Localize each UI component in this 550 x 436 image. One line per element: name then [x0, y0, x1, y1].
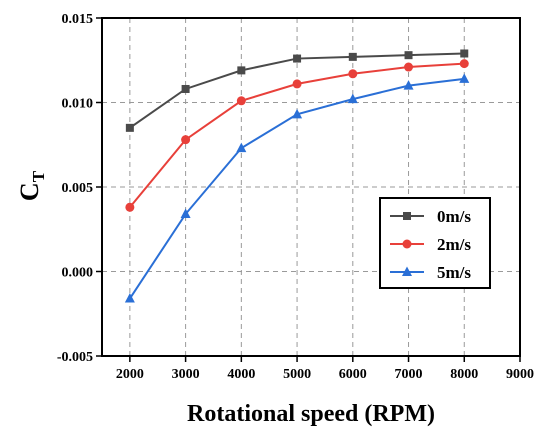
- y-axis-title: CT: [15, 170, 48, 201]
- y-tick-label: 0.010: [62, 97, 94, 112]
- series-5m/s: [124, 73, 470, 303]
- data-point: [403, 80, 414, 90]
- data-point: [180, 208, 191, 219]
- data-point: [181, 84, 190, 93]
- y-tick-label: 0.015: [62, 12, 94, 27]
- legend-item: 5m/s: [390, 263, 471, 282]
- data-point: [348, 52, 357, 61]
- x-tick-label: 2000: [116, 367, 144, 382]
- y-tick-label: -0.005: [57, 350, 93, 365]
- data-point: [237, 66, 246, 75]
- grid-lines: [102, 18, 520, 356]
- data-point: [292, 108, 303, 119]
- legend-label: 5m/s: [437, 263, 471, 282]
- data-point: [460, 49, 469, 58]
- data-point: [292, 79, 302, 89]
- legend-swatch-marker: [403, 212, 411, 220]
- series-2m/s: [125, 59, 469, 212]
- x-tick-label: 9000: [506, 367, 534, 382]
- data-point: [124, 293, 135, 303]
- data-point: [293, 54, 302, 63]
- data-point: [404, 62, 414, 72]
- legend-label: 2m/s: [437, 235, 471, 254]
- axis-ticks: 2000 3000 4000 5000 6000 7000 8000 9000 -0.005 0.…: [57, 12, 534, 382]
- data-point: [125, 202, 135, 212]
- legend-swatch-marker: [402, 266, 412, 276]
- x-tick-label: 5000: [283, 367, 311, 382]
- legend-item: 2m/s: [390, 235, 471, 254]
- y-axis-title-sub: T: [29, 170, 48, 182]
- x-tick-label: 7000: [395, 367, 423, 382]
- data-point: [459, 73, 470, 83]
- legend-label: 0m/s: [437, 207, 471, 226]
- x-tick-label: 4000: [227, 367, 255, 382]
- legend: 0m/s 2m/s 5m/s: [379, 197, 491, 289]
- y-tick-label: 0.000: [62, 266, 94, 281]
- legend-swatch-marker: [402, 239, 412, 249]
- data-point: [404, 51, 413, 60]
- series-layer: [124, 49, 470, 303]
- y-tick-label: 0.005: [62, 181, 94, 196]
- y-axis-title-main: C: [15, 182, 44, 201]
- series-0m/s: [125, 49, 469, 132]
- legend-item: 0m/s: [390, 207, 471, 226]
- data-point: [347, 93, 358, 104]
- x-axis-title: Rotational speed (RPM): [187, 401, 435, 427]
- data-point: [181, 135, 191, 145]
- data-point: [236, 96, 246, 106]
- x-tick-label: 3000: [172, 367, 200, 382]
- x-tick-label: 6000: [339, 367, 367, 382]
- data-point: [125, 123, 134, 132]
- data-point: [459, 59, 469, 69]
- data-point: [348, 69, 358, 79]
- data-point: [236, 142, 247, 153]
- x-tick-label: 8000: [450, 367, 478, 382]
